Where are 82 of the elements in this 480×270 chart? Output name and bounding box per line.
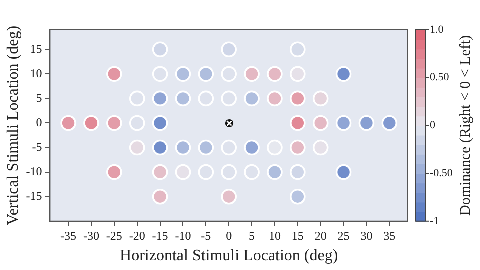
color-bar-label: 0.50: [430, 72, 450, 84]
x-tick-label: 15: [292, 228, 304, 243]
point: [267, 140, 283, 156]
color-bar-label: 1.0: [430, 24, 444, 36]
point: [175, 90, 192, 107]
point: [244, 90, 260, 107]
x-tick-label: 10: [268, 228, 281, 243]
y-tick-label: 5: [36, 90, 42, 105]
color-bar-label: 0: [430, 120, 436, 132]
color-bar-label: -1: [430, 215, 440, 228]
point: [312, 140, 329, 156]
point: [129, 90, 146, 107]
y-tick-label: 0: [36, 115, 42, 130]
point: [152, 164, 168, 180]
point: [198, 66, 214, 82]
point: [312, 90, 329, 107]
point: [290, 188, 306, 205]
color-bar-title: Dominance (Right < 0 < Left): [458, 35, 474, 216]
y-tick-label: 15: [30, 42, 42, 56]
point: [244, 140, 260, 156]
point: [290, 66, 306, 82]
x-tick-label: -5: [201, 228, 212, 243]
point: [290, 164, 306, 180]
point: [336, 164, 352, 180]
point: [198, 164, 214, 180]
point: [336, 115, 352, 132]
point: [106, 66, 122, 82]
x-tick-label: 25: [338, 228, 350, 243]
point: [175, 140, 192, 156]
point: [152, 42, 168, 58]
y-tick-label: -5: [32, 140, 42, 154]
point: [129, 115, 146, 132]
x-tick-label: -10: [175, 228, 192, 243]
point: [152, 66, 168, 82]
point: [244, 164, 260, 180]
point: [60, 115, 76, 132]
y-tick-label: -10: [26, 164, 42, 178]
point: [106, 164, 122, 180]
x-tick-label: -15: [152, 228, 168, 243]
color-bar-label: -0.50: [430, 167, 454, 180]
point: [221, 66, 237, 82]
point: [221, 188, 237, 205]
point: [382, 115, 398, 132]
x-tick-label: -35: [60, 228, 77, 243]
point: [221, 90, 237, 107]
x-tick-label: 0: [226, 228, 232, 243]
point: [198, 90, 214, 107]
y-tick-label: -15: [26, 189, 42, 204]
x-tick-label: -20: [129, 228, 146, 243]
point: [336, 66, 352, 82]
point: [267, 66, 283, 82]
y-tick-label: 10: [30, 66, 42, 80]
point: [221, 140, 237, 156]
x-tick-label: 35: [384, 228, 396, 243]
point: [221, 164, 237, 180]
point: [152, 115, 168, 132]
point: [221, 42, 237, 58]
y-axis-title: Vertical Stimuli Location (deg): [4, 26, 22, 226]
point: [152, 90, 168, 107]
point: [312, 115, 329, 132]
point: [290, 42, 306, 58]
point: [290, 115, 306, 132]
point: [129, 140, 146, 156]
point: [152, 188, 168, 205]
point: [267, 90, 283, 107]
x-tick-label: 30: [360, 228, 373, 243]
point: [290, 140, 306, 156]
point: [175, 164, 192, 180]
x-tick-label: -25: [106, 228, 122, 243]
point: [198, 140, 214, 156]
point: [152, 140, 168, 156]
x-axis-title: Horizontal Stimuli Location (deg): [120, 248, 338, 265]
point: [267, 164, 283, 180]
x-tick-label: -30: [83, 228, 100, 243]
x-tick-label: 20: [314, 228, 327, 243]
x-tick-label: 5: [249, 228, 256, 243]
point: [106, 115, 122, 132]
point: [290, 90, 306, 107]
point: [84, 115, 100, 132]
point: [358, 115, 375, 132]
point: [244, 66, 260, 82]
point: [175, 66, 192, 82]
